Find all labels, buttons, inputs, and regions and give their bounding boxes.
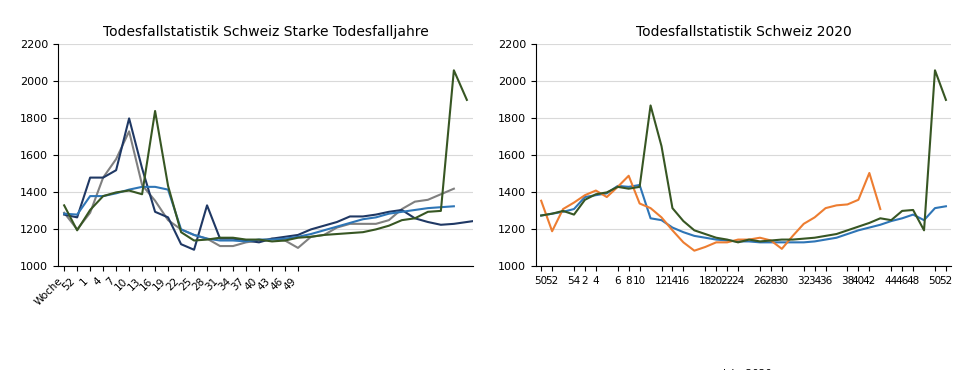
- Title: Todesfallstatistik Schweiz Starke Todesfalljahre: Todesfallstatistik Schweiz Starke Todesf…: [103, 25, 429, 39]
- Legend: Jahr 2020, Jahr 2020
Non-Covid, Durchschnitt: Jahr 2020, Jahr 2020 Non-Covid, Durchsch…: [589, 364, 898, 370]
- Title: Todesfallstatistik Schweiz 2020: Todesfallstatistik Schweiz 2020: [635, 25, 851, 39]
